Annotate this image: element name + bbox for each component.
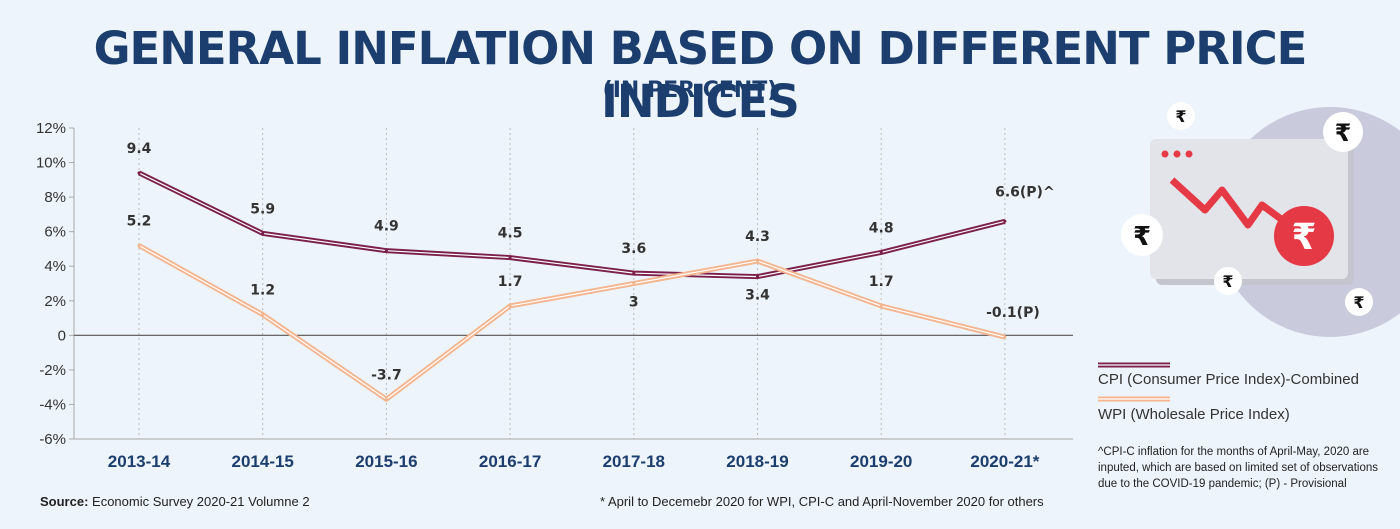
period-footnote: * April to Decemebr 2020 for WPI, CPI-C … [600,494,1044,509]
data-point [508,304,512,308]
legend-label: WPI (Wholesale Price Index) [1098,406,1290,423]
x-tick-label: 2013-14 [108,452,171,471]
x-tick-label: 2015-16 [355,452,417,471]
legend-label: CPI (Consumer Price Index)-Combined [1098,371,1359,388]
data-point [137,171,141,175]
data-label: 5.9 [250,201,275,217]
data-point [756,259,759,263]
data-label: 6.6(P)^ [995,184,1055,200]
data-point [261,231,265,235]
data-label: 1.7 [498,274,523,290]
data-label: 5.2 [127,213,152,229]
x-tick-label: 2016-17 [479,452,541,471]
data-point [756,275,759,279]
y-tick-label: 8% [44,189,66,206]
x-tick-label: 2020-21* [970,452,1039,471]
data-label: 1.2 [250,283,275,299]
source-label: Source: [40,494,89,509]
data-label: 4.9 [374,219,399,235]
series-line-inner [138,244,1006,400]
data-label: 9.4 [127,141,152,157]
data-point [137,243,141,247]
data-label: 4.5 [498,226,523,242]
source-text: Economic Survey 2020-21 Volumne 2 [92,494,310,509]
data-point [508,256,512,260]
series-line-outer [137,243,1006,402]
data-label: 3 [629,295,639,311]
data-point [1003,219,1007,223]
x-tick-label: 2019-20 [850,452,912,471]
y-tick-label: 6% [44,224,66,241]
data-label: 3.4 [745,288,770,304]
y-tick-label: 12% [36,120,66,137]
chart-subtitle: (IN PER CENT) [602,78,778,103]
y-tick-label: 0 [58,327,66,344]
x-tick-label: 2017-18 [603,452,665,471]
data-label: 4.3 [745,229,770,245]
chart-title: GENERAL INFLATION BASED ON DIFFERENT PRI… [93,22,1308,128]
data-point [261,313,265,317]
series-line-inner [138,172,1006,278]
y-tick-label: -4% [39,396,66,413]
data-label: 4.8 [869,220,894,236]
y-tick-label: -2% [39,362,66,379]
data-point [632,271,636,275]
data-point [1003,335,1007,339]
data-label: 1.7 [869,274,894,290]
y-tick-label: 2% [44,293,66,310]
x-tick-label: 2018-19 [726,452,788,471]
x-tick-label: 2014-15 [232,452,294,471]
data-point [879,250,883,254]
source-note: Source: Economic Survey 2020-21 Volumne … [40,494,310,509]
y-tick-label: 10% [36,155,66,172]
data-point [632,282,636,285]
y-tick-label: -6% [39,431,66,448]
data-label: -3.7 [371,367,402,383]
cpi-provisional-note: ^CPI-C inflation for the months of April… [1098,446,1378,490]
data-label: -0.1(P) [986,305,1040,321]
data-point [384,397,388,401]
data-point [384,249,388,253]
y-tick-label: 4% [44,258,66,275]
data-label: 3.6 [621,241,646,257]
data-point [879,304,883,308]
